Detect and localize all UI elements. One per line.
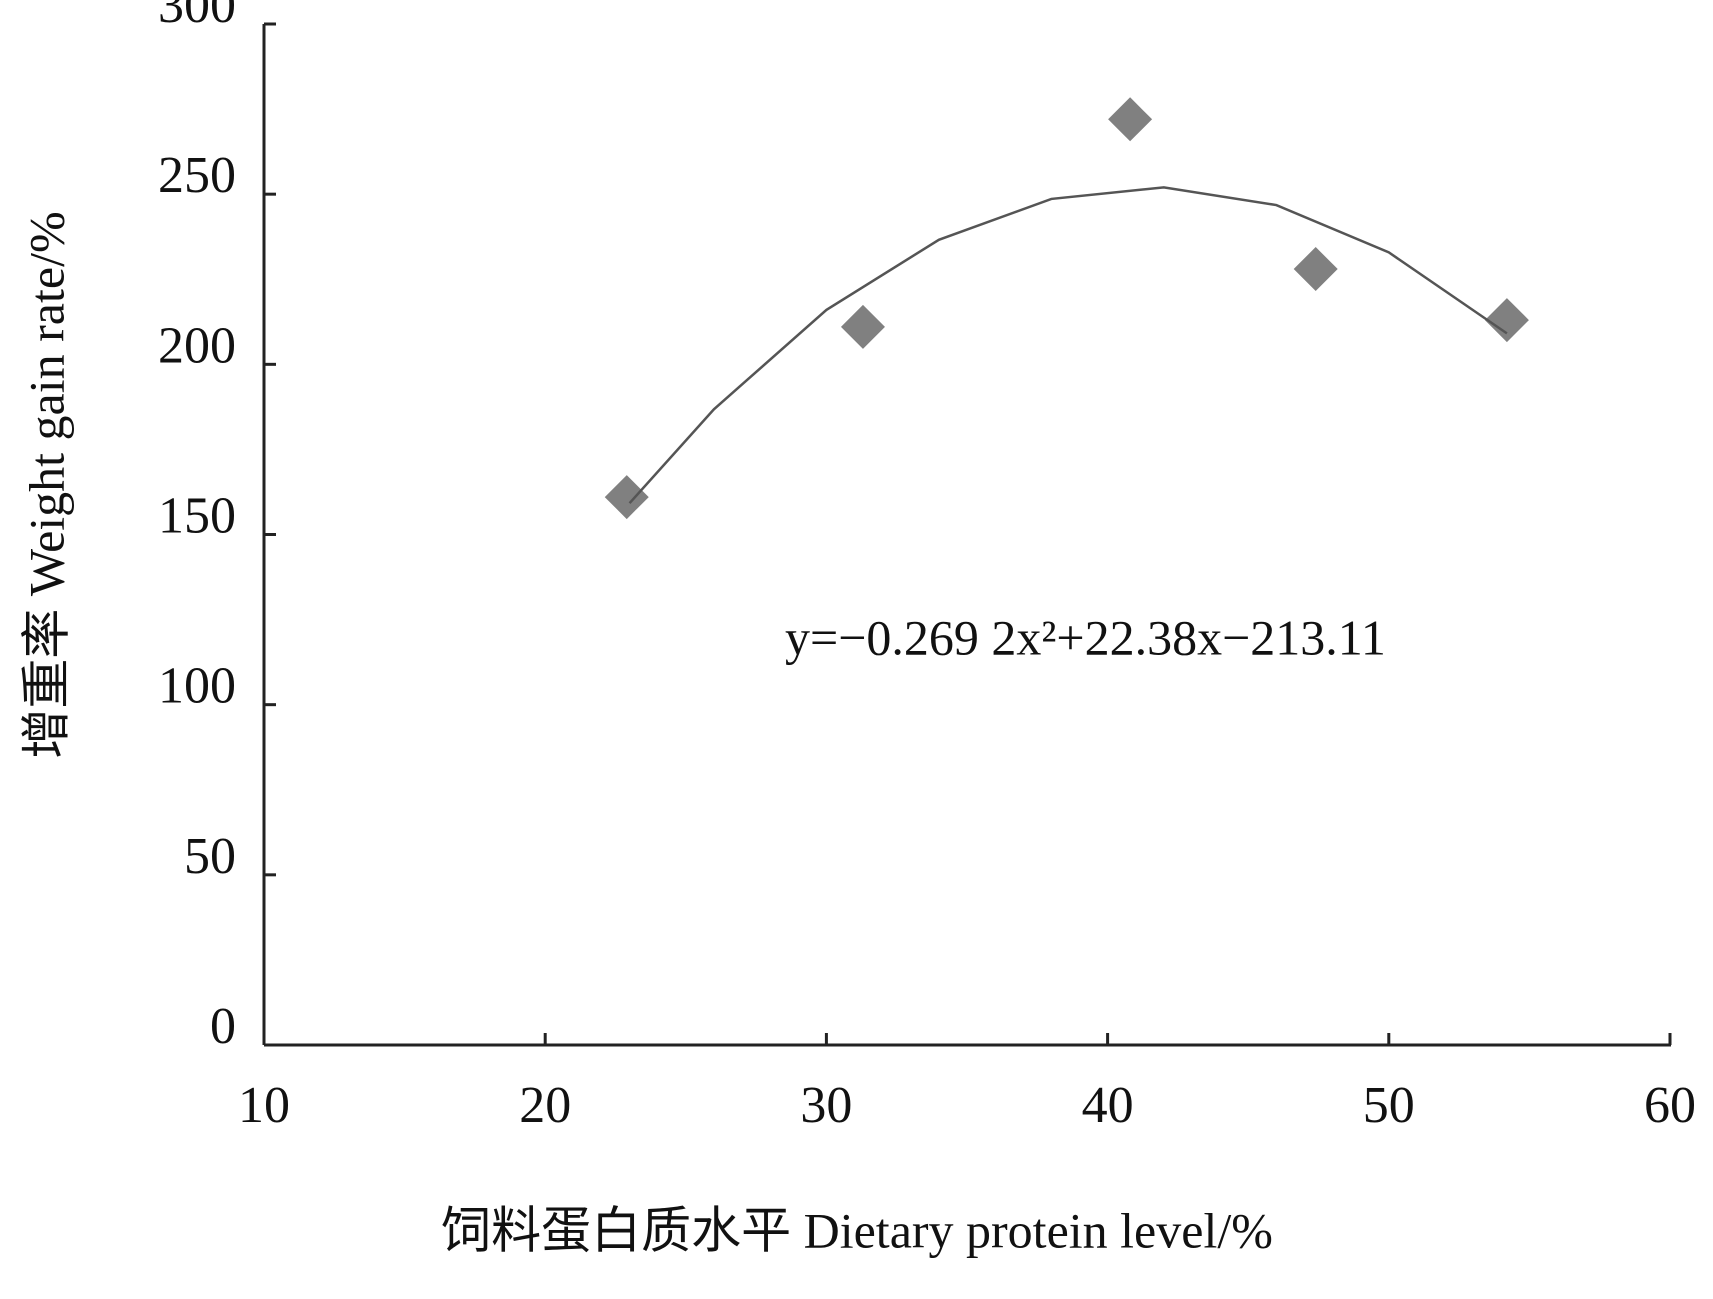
point — [604, 475, 649, 520]
point — [1293, 247, 1338, 292]
point — [840, 304, 885, 349]
x-tick-label: 20 — [519, 1077, 571, 1134]
y-tick-label: 100 — [158, 658, 236, 715]
y-tick-label: 300 — [158, 0, 236, 34]
y-tick-label: 50 — [184, 828, 236, 885]
y-tick-label: 250 — [158, 147, 236, 204]
x-tick-label: 40 — [1082, 1077, 1134, 1134]
trend-line — [628, 186, 1508, 505]
point — [1484, 298, 1529, 343]
y-tick-label: 0 — [210, 998, 236, 1055]
point — [1108, 97, 1153, 142]
equation: y=−0.269 2x²+22.38x−213.11 — [785, 609, 1386, 665]
y-axis-title: 增重率 Weight gain rate/% — [18, 211, 74, 758]
x-tick-label: 30 — [800, 1077, 852, 1134]
y-tick-label: 200 — [158, 317, 236, 374]
x-tick-label: 50 — [1363, 1077, 1415, 1134]
x-tick-label: 60 — [1644, 1077, 1696, 1134]
x-axis-title: 饲料蛋白质水平 Dietary protein level/% — [441, 1202, 1273, 1258]
x-tick-label: 10 — [238, 1077, 290, 1134]
y-tick-label: 150 — [158, 487, 236, 544]
